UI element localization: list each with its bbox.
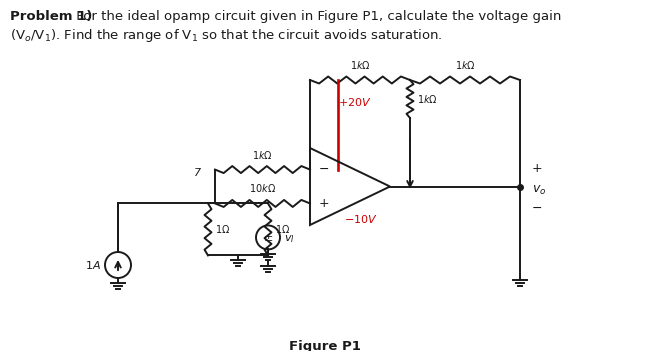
Text: For the ideal opamp circuit given in Figure P1, calculate the voltage gain: For the ideal opamp circuit given in Fig… bbox=[72, 10, 562, 23]
Text: $1k\Omega$: $1k\Omega$ bbox=[350, 59, 370, 71]
Text: +: + bbox=[319, 197, 330, 210]
Text: $1k\Omega$: $1k\Omega$ bbox=[454, 59, 475, 71]
Text: Problem 1): Problem 1) bbox=[10, 10, 92, 23]
Text: (V$_o$/V$_1$). Find the range of V$_1$ so that the circuit avoids saturation.: (V$_o$/V$_1$). Find the range of V$_1$ s… bbox=[10, 27, 443, 44]
Text: −: − bbox=[532, 202, 543, 215]
Text: $1k\Omega$: $1k\Omega$ bbox=[417, 93, 438, 105]
Text: $v_I$: $v_I$ bbox=[284, 233, 294, 245]
Text: $+20V$: $+20V$ bbox=[338, 96, 372, 108]
Text: $1\Omega$: $1\Omega$ bbox=[215, 224, 230, 236]
Text: Figure P1: Figure P1 bbox=[289, 340, 361, 351]
Text: 7: 7 bbox=[194, 167, 201, 178]
Text: $1A$: $1A$ bbox=[85, 259, 101, 271]
Text: $v_o$: $v_o$ bbox=[532, 184, 547, 197]
Text: +: + bbox=[532, 162, 543, 175]
Text: $1\Omega$: $1\Omega$ bbox=[275, 224, 290, 236]
Text: −: − bbox=[319, 163, 330, 176]
Text: $1k\Omega$: $1k\Omega$ bbox=[252, 148, 273, 160]
Text: $-10V$: $-10V$ bbox=[344, 213, 378, 225]
Text: $\pm$: $\pm$ bbox=[263, 232, 273, 243]
Text: $10k\Omega$: $10k\Omega$ bbox=[249, 183, 276, 194]
